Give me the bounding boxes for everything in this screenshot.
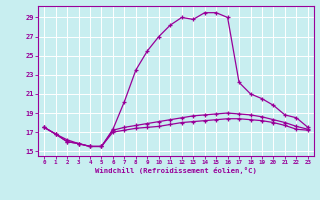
X-axis label: Windchill (Refroidissement éolien,°C): Windchill (Refroidissement éolien,°C) bbox=[95, 167, 257, 174]
